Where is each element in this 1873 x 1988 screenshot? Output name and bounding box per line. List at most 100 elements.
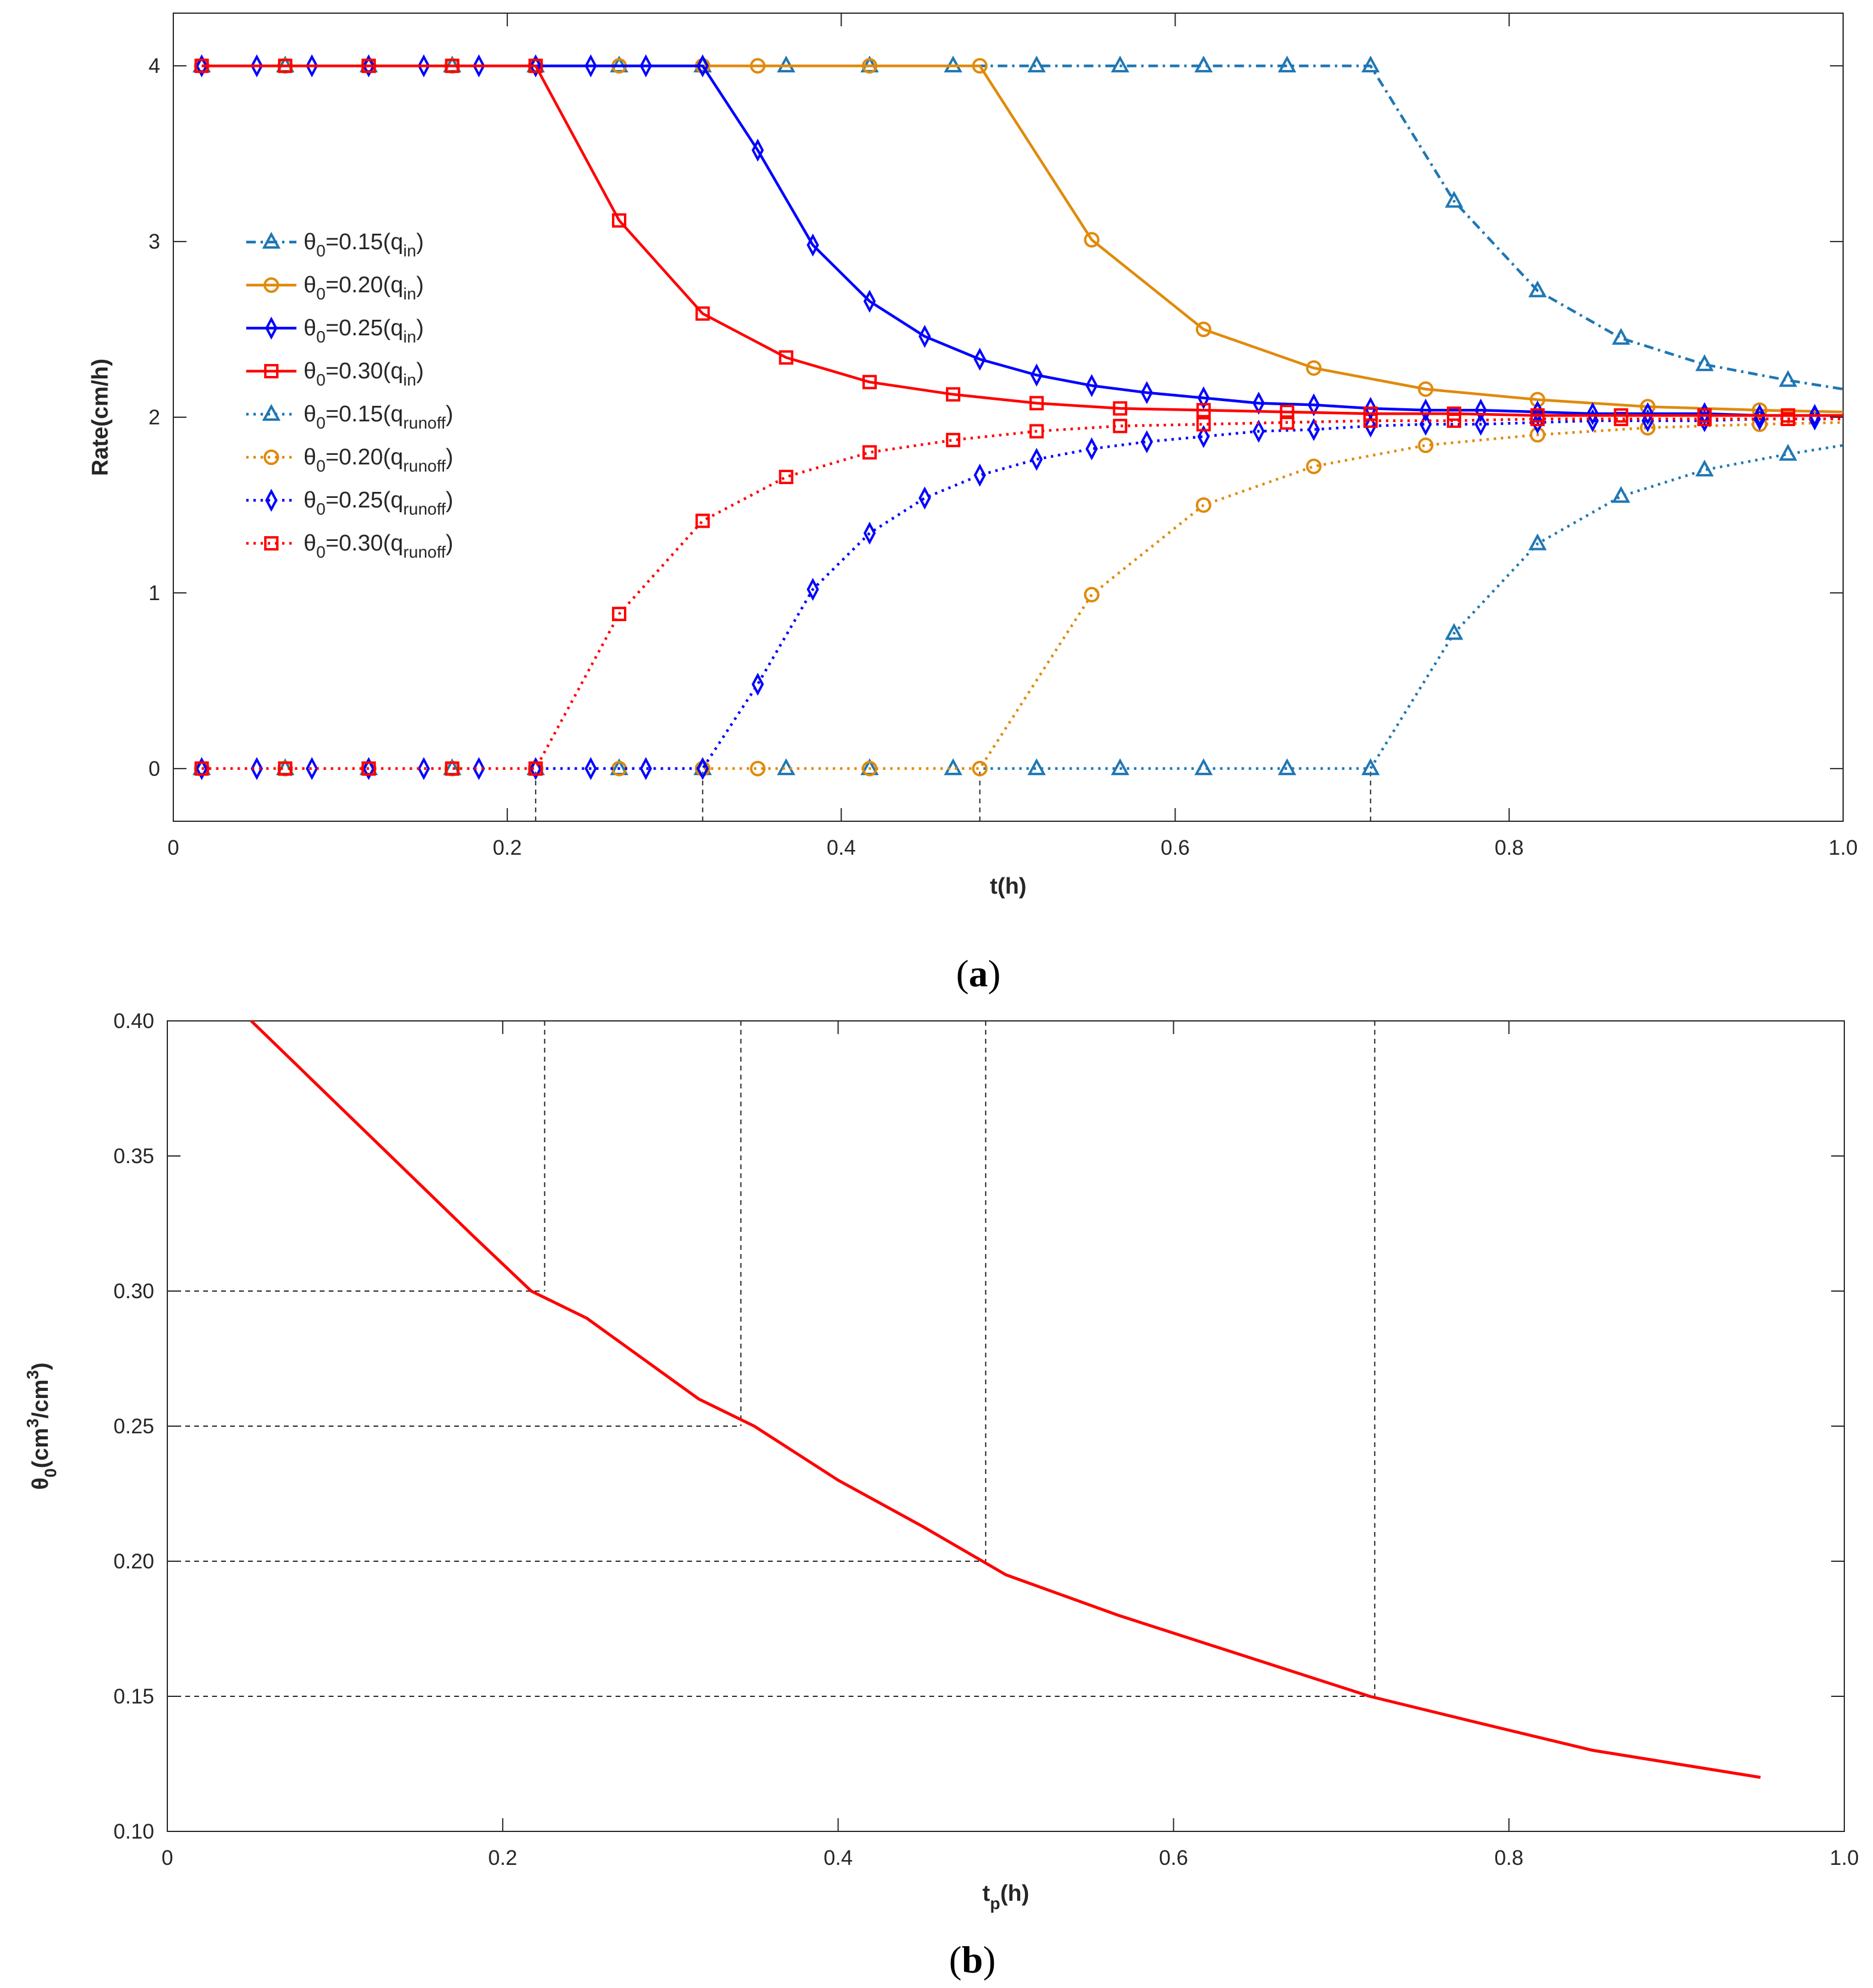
legend-text-part: )	[446, 488, 454, 513]
data-point	[945, 387, 960, 402]
data-point	[1361, 55, 1380, 73]
data-point	[695, 306, 710, 321]
data-point	[1030, 363, 1043, 387]
data-point	[611, 607, 626, 622]
legend-text-part: )	[416, 273, 424, 298]
legend-text-part: θ	[304, 488, 316, 513]
data-point	[695, 513, 710, 528]
legend-text-part: runoff	[403, 500, 446, 518]
legend-text-part: θ	[304, 531, 316, 556]
data-point	[1529, 392, 1545, 408]
data-point	[473, 757, 485, 781]
x-tick-label-b: 0.4	[824, 1846, 853, 1870]
legend-text-part: 0	[316, 414, 326, 432]
data-point	[1753, 403, 1766, 427]
y-tick-label-a: 3	[149, 230, 160, 253]
data-point	[530, 757, 542, 781]
legend-text-part: θ	[304, 445, 316, 470]
data-point	[1418, 381, 1434, 397]
y-tick-label-b: 0.20	[114, 1550, 154, 1573]
x-tick-label-a: 0.4	[827, 836, 856, 860]
legend-text-part: =0.30(q	[326, 531, 403, 556]
data-point	[361, 761, 376, 776]
panel-label-b-letter: b	[962, 1938, 983, 1981]
legend-entry: θ0=0.15(qin)	[304, 230, 424, 260]
y-tick-label-b: 0.30	[114, 1280, 154, 1303]
data-point	[945, 433, 960, 448]
y-tick-label-b: 0.40	[114, 1010, 154, 1033]
legend-text-part: =0.20(q	[326, 445, 403, 470]
data-point	[1444, 191, 1464, 208]
data-point	[806, 577, 819, 601]
data-point	[1278, 758, 1296, 775]
data-point	[528, 59, 543, 74]
data-point	[862, 375, 877, 390]
data-point	[639, 54, 652, 78]
data-point	[862, 760, 878, 776]
legend-marker	[265, 488, 278, 512]
x-tick-label-b: 0.2	[488, 1846, 518, 1870]
data-point	[1140, 381, 1153, 405]
data-point	[1361, 758, 1380, 775]
y-axis-label-b-end: )	[28, 1363, 53, 1371]
legend-marker	[264, 449, 279, 465]
legend-text-part: =0.20(q	[326, 273, 403, 298]
x-tick-label-a: 0	[167, 836, 179, 860]
data-point	[1363, 406, 1378, 421]
y-axis-label-b-mid2: /cm	[28, 1380, 53, 1418]
y-tick-label-b: 0.25	[114, 1415, 154, 1438]
data-point	[1419, 398, 1432, 422]
legend-entry: θ0=0.15(qrunoff)	[304, 402, 453, 432]
legend-text-part: θ	[304, 230, 316, 255]
y-tick-label-b: 0.35	[114, 1145, 154, 1168]
data-point	[445, 761, 460, 776]
data-point	[1641, 402, 1654, 426]
data-point	[530, 54, 542, 78]
data-point	[1085, 437, 1098, 461]
data-point	[1306, 458, 1322, 475]
series-line	[201, 417, 1843, 770]
data-point	[777, 758, 795, 775]
legend-entry: θ0=0.20(qin)	[304, 273, 424, 303]
data-point	[305, 757, 319, 781]
data-point	[1140, 430, 1153, 454]
y-axis-label-b: θ0(cm3/cm3)	[23, 1363, 60, 1490]
x-axis-label-b: tp(h)	[983, 1881, 1029, 1913]
data-point	[1278, 55, 1296, 73]
data-point	[278, 59, 293, 74]
x-tick-label-b: 0.6	[1159, 1846, 1188, 1870]
data-point	[779, 350, 794, 365]
data-point	[1612, 486, 1630, 503]
panel-label-a: (a)	[956, 952, 1001, 995]
series-line	[201, 64, 1843, 417]
data-point	[1446, 406, 1461, 421]
data-point	[1196, 417, 1211, 432]
y-axis-label-b-base: θ	[28, 1478, 53, 1490]
panel-b: 0 0.2 0.4 0.6 0.8 1.0 0.10 0.15 0.20 0.25 0.30 0.35…	[23, 1010, 1859, 1981]
data-point	[1113, 418, 1128, 433]
y-tick-label-a: 4	[149, 54, 160, 78]
panel-label-b: (b)	[949, 1938, 996, 1981]
legend-text-part: runoff	[403, 414, 446, 432]
data-point	[1195, 322, 1211, 338]
data-point	[696, 54, 709, 78]
legend-text-part: 0	[316, 371, 326, 389]
legend-text-part: )	[416, 316, 424, 341]
x-axis-label-b-sub: p	[990, 1894, 1000, 1913]
data-point	[417, 54, 430, 78]
x-axis-label-b-end: (h)	[1000, 1881, 1030, 1906]
data-point	[1308, 418, 1320, 441]
legend-text-part: θ	[304, 402, 316, 427]
data-point	[919, 325, 931, 348]
data-point	[779, 469, 794, 484]
data-point	[974, 463, 986, 487]
data-point	[1474, 398, 1487, 422]
data-point	[972, 58, 988, 74]
data-point	[1808, 403, 1821, 427]
data-point	[528, 761, 543, 776]
legend-text-part: θ	[304, 316, 316, 341]
data-point	[1110, 55, 1130, 73]
legend-text-part: =0.30(q	[326, 359, 403, 384]
data-point	[974, 347, 986, 371]
data-point	[473, 54, 485, 78]
